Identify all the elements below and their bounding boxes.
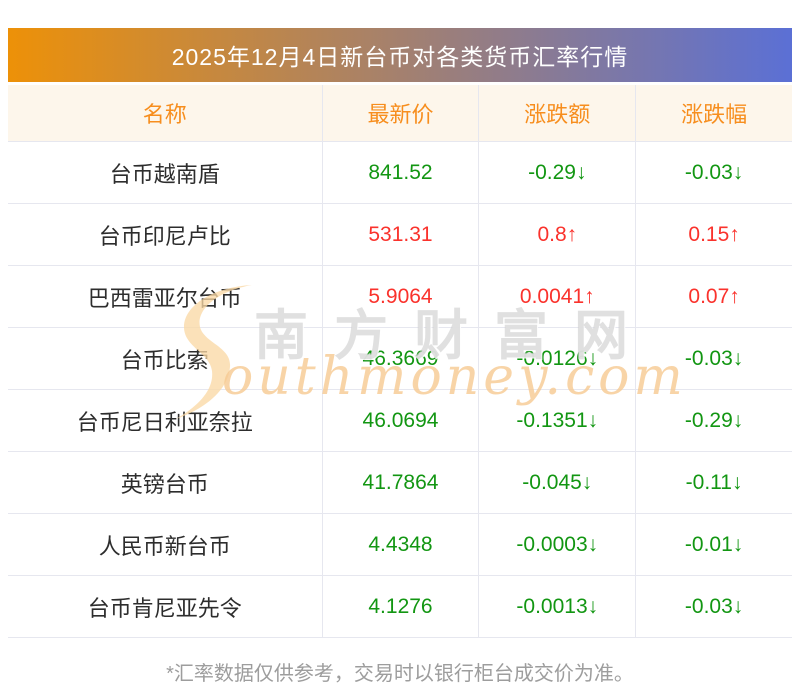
currency-pair-name: 人民币新台币 <box>98 533 231 559</box>
column-header-price: 最新价 <box>321 85 479 141</box>
change-amount: 0.8↑ <box>478 204 635 265</box>
change-percent: 0.15↑ <box>635 204 792 265</box>
change-percent: -0.01↓ <box>635 514 792 575</box>
column-header-name: 名称 <box>142 102 187 127</box>
table-header-row: 名称 最新价 涨跌额 涨跌幅 <box>8 85 792 141</box>
change-percent: -0.03↓ <box>635 328 792 389</box>
table-row: 巴西雷亚尔台币 5.9064 0.0041↑ 0.07↑ <box>8 266 792 328</box>
latest-price: 46.3669 <box>321 328 479 389</box>
change-amount: -0.045↓ <box>478 452 635 513</box>
currency-pair-name: 台币肯尼亚先令 <box>87 595 242 621</box>
rates-table: 名称 最新价 涨跌额 涨跌幅 台币越南盾 841.52 -0.29↓ -0.03… <box>8 85 792 638</box>
currency-pair-name: 台币尼日利亚奈拉 <box>76 409 253 435</box>
table-row: 人民币新台币 4.4348 -0.0003↓ -0.01↓ <box>8 514 792 576</box>
latest-price: 46.0694 <box>321 390 479 451</box>
latest-price: 4.1276 <box>321 576 479 637</box>
currency-pair-name: 台币印尼卢比 <box>98 223 231 249</box>
column-header-pct: 涨跌幅 <box>635 85 792 141</box>
change-amount: -0.0126↓ <box>478 328 635 389</box>
table-row: 台币尼日利亚奈拉 46.0694 -0.1351↓ -0.29↓ <box>8 390 792 452</box>
change-amount: -0.0013↓ <box>478 576 635 637</box>
currency-pair-name: 英镑台币 <box>120 471 209 497</box>
change-amount: -0.0003↓ <box>478 514 635 575</box>
latest-price: 4.4348 <box>321 514 479 575</box>
latest-price: 41.7864 <box>321 452 479 513</box>
latest-price: 5.9064 <box>321 266 479 327</box>
change-amount: 0.0041↑ <box>478 266 635 327</box>
change-amount: -0.29↓ <box>478 142 635 203</box>
latest-price: 531.31 <box>321 204 479 265</box>
table-row: 台币比索 46.3669 -0.0126↓ -0.03↓ <box>8 328 792 390</box>
currency-pair-name: 台币比索 <box>120 347 209 373</box>
table-row: 台币印尼卢比 531.31 0.8↑ 0.15↑ <box>8 204 792 266</box>
latest-price: 841.52 <box>321 142 479 203</box>
table-row: 台币肯尼亚先令 4.1276 -0.0013↓ -0.03↓ <box>8 576 792 638</box>
change-percent: 0.07↑ <box>635 266 792 327</box>
table-body: 台币越南盾 841.52 -0.29↓ -0.03↓ 台币印尼卢比 531.31… <box>8 141 792 638</box>
column-header-change: 涨跌额 <box>478 85 635 141</box>
change-percent: -0.03↓ <box>635 142 792 203</box>
change-percent: -0.29↓ <box>635 390 792 451</box>
change-amount: -0.1351↓ <box>478 390 635 451</box>
change-percent: -0.03↓ <box>635 576 792 637</box>
table-row: 英镑台币 41.7864 -0.045↓ -0.11↓ <box>8 452 792 514</box>
change-percent: -0.11↓ <box>635 452 792 513</box>
footnote: *汇率数据仅供参考，交易时以银行柜台成交价为准。 <box>166 663 634 685</box>
currency-pair-name: 巴西雷亚尔台币 <box>87 285 242 311</box>
currency-pair-name: 台币越南盾 <box>109 161 220 187</box>
table-row: 台币越南盾 841.52 -0.29↓ -0.03↓ <box>8 142 792 204</box>
title-banner: 2025年12月4日新台币对各类货币汇率行情 <box>8 28 792 82</box>
page-title: 2025年12月4日新台币对各类货币汇率行情 <box>171 44 629 70</box>
